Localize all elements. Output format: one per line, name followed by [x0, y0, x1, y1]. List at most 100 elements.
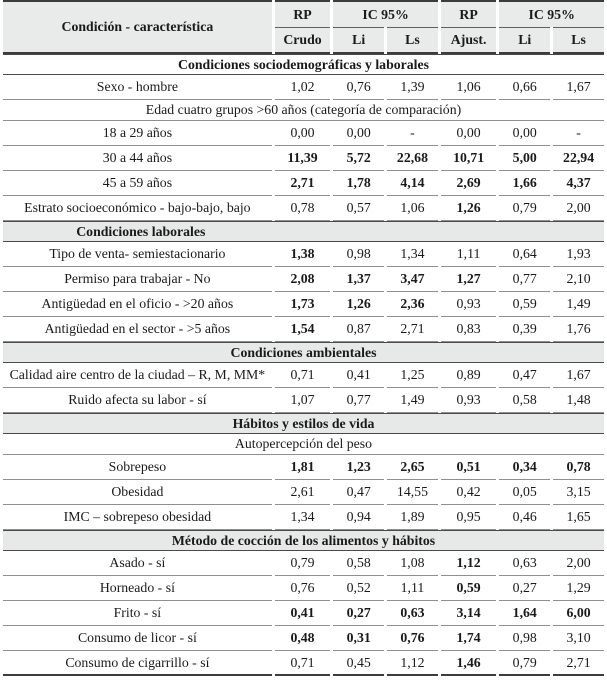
value-cell: 1,07	[274, 388, 331, 413]
value-cell: 0,00	[499, 121, 551, 146]
value-cell: 1,06	[440, 75, 497, 100]
table-row: Consumo de cigarrillo - sí 0,71 0,45 1,12 1,…	[3, 651, 604, 676]
value-cell: 0,41	[274, 601, 331, 626]
value-cell: 0,47	[333, 480, 385, 505]
section-header: Método de cocción de los alimentos y háb…	[3, 530, 604, 551]
value-cell: 4,14	[387, 171, 438, 196]
value-cell: 0,93	[440, 292, 497, 317]
value-cell: 0,05	[499, 480, 551, 505]
value-cell: 1,73	[274, 292, 331, 317]
value-cell: 0,94	[333, 505, 385, 530]
value-cell: 2,10	[553, 267, 604, 292]
section-header: Condiciones ambientales	[3, 342, 604, 363]
table-row: Consumo de licor - sí 0,48 0,31 0,76 1,74 0,9…	[3, 626, 604, 651]
table-row: Ruido afecta su labor - sí 1,07 0,77 1,49 0,…	[3, 388, 604, 413]
value-cell: 0,31	[333, 626, 385, 651]
header-ajust: Ajust.	[440, 27, 497, 54]
row-label: Consumo de licor - sí	[3, 626, 272, 651]
table-row: Obesidad 2,61 0,47 14,55 0,42 0,05 3,15	[3, 480, 604, 505]
row-label: Horneado - sí	[3, 576, 272, 601]
value-cell: 0,71	[274, 363, 331, 388]
table-row: Condiciones laborales	[3, 221, 604, 242]
table-row: Calidad aire centro de la ciudad – R, M,…	[3, 363, 604, 388]
value-cell: 3,47	[387, 267, 438, 292]
row-label: Frito - sí	[3, 601, 272, 626]
table-row: Hábitos y estilos de vida	[3, 413, 604, 434]
table-body: Condiciones sociodemográficas y laborale…	[3, 54, 604, 676]
value-cell: 0,00	[274, 121, 331, 146]
value-cell: 1,34	[387, 242, 438, 267]
table-row: IMC – sobrepeso obesidad 1,34 0,94 1,89 0,95…	[3, 505, 604, 530]
value-cell: 0,00	[333, 121, 385, 146]
value-cell: 5,00	[499, 146, 551, 171]
row-label: Permiso para trabajar - No	[3, 267, 272, 292]
value-cell: 1,23	[333, 455, 385, 480]
value-cell: 1,93	[553, 242, 604, 267]
table-row: 30 a 44 años 11,39 5,72 22,68 10,71 5,00 22,94	[3, 146, 604, 171]
subsection-header: Autopercepción del peso	[3, 434, 604, 455]
value-cell: 1,39	[387, 75, 438, 100]
table-row: Asado - sí 0,79 0,58 1,08 1,12 0,63 2,00	[3, 551, 604, 576]
value-cell: 1,67	[553, 363, 604, 388]
value-cell: 0,79	[499, 651, 551, 676]
value-cell: 0,66	[499, 75, 551, 100]
value-cell: 1,54	[274, 317, 331, 342]
value-cell: 1,81	[274, 455, 331, 480]
value-cell: 1,67	[553, 75, 604, 100]
table-row: Sobrepeso 1,81 1,23 2,65 0,51 0,34 0,78	[3, 455, 604, 480]
value-cell: 1,74	[440, 626, 497, 651]
row-label: Consumo de cigarrillo - sí	[3, 651, 272, 676]
value-cell: 1,12	[440, 551, 497, 576]
value-cell: 2,00	[553, 551, 604, 576]
value-cell: 1,02	[274, 75, 331, 100]
value-cell: 1,65	[553, 505, 604, 530]
value-cell: 0,79	[499, 196, 551, 221]
value-cell: 0,45	[333, 651, 385, 676]
value-cell: 22,68	[387, 146, 438, 171]
table-row: Horneado - sí 0,76 0,52 1,11 0,59 0,27 1,29	[3, 576, 604, 601]
value-cell: 0,93	[440, 388, 497, 413]
section-header-label: Condiciones ambientales	[230, 344, 377, 360]
value-cell: 1,08	[387, 551, 438, 576]
value-cell: 22,94	[553, 146, 604, 171]
header-li-ajust: Li	[499, 27, 551, 54]
value-cell: 1,48	[553, 388, 604, 413]
header-rp-ajust-group: RP	[440, 0, 497, 27]
value-cell: 0,87	[333, 317, 385, 342]
row-label: Obesidad	[3, 480, 272, 505]
value-cell: 0,63	[387, 601, 438, 626]
value-cell: 1,46	[440, 651, 497, 676]
value-cell: 1,49	[553, 292, 604, 317]
row-label: 30 a 44 años	[3, 146, 272, 171]
row-label: IMC – sobrepeso obesidad	[3, 505, 272, 530]
table-row: Tipo de venta- semiestacionario 1,38 0,98 1…	[3, 242, 604, 267]
value-cell: 0,77	[333, 388, 385, 413]
row-label: 45 a 59 años	[3, 171, 272, 196]
value-cell: 2,71	[387, 317, 438, 342]
section-header-label: Hábitos y estilos de vida	[232, 415, 375, 431]
value-cell: 0,47	[499, 363, 551, 388]
value-cell: 3,10	[553, 626, 604, 651]
value-cell: 0,42	[440, 480, 497, 505]
header-ls-crudo: Ls	[387, 27, 438, 54]
table-row: Permiso para trabajar - No 2,08 1,37 3,47 1,…	[3, 267, 604, 292]
value-cell: 0,76	[274, 576, 331, 601]
section-header: Hábitos y estilos de vida	[3, 413, 604, 434]
value-cell: 1,76	[553, 317, 604, 342]
value-cell: 0,58	[333, 551, 385, 576]
value-cell: 1,11	[387, 576, 438, 601]
value-cell: 0,00	[440, 121, 497, 146]
value-cell: 0,48	[274, 626, 331, 651]
header-ic95-crudo-group: IC 95%	[333, 0, 438, 27]
row-label: Ruido afecta su labor - sí	[3, 388, 272, 413]
table-row: Método de cocción de los alimentos y háb…	[3, 530, 604, 551]
subsection-header: Edad cuatro grupos >60 años (categoría d…	[3, 100, 604, 121]
table-row: Condiciones sociodemográficas y laborale…	[3, 54, 604, 75]
section-header-label: Condiciones laborales	[76, 223, 206, 239]
section-header-label: Condiciones sociodemográficas y laborale…	[177, 56, 429, 72]
value-cell: 1,34	[274, 505, 331, 530]
value-cell: 0,64	[499, 242, 551, 267]
header-ls-ajust: Ls	[553, 27, 604, 54]
value-cell: 0,98	[333, 242, 385, 267]
